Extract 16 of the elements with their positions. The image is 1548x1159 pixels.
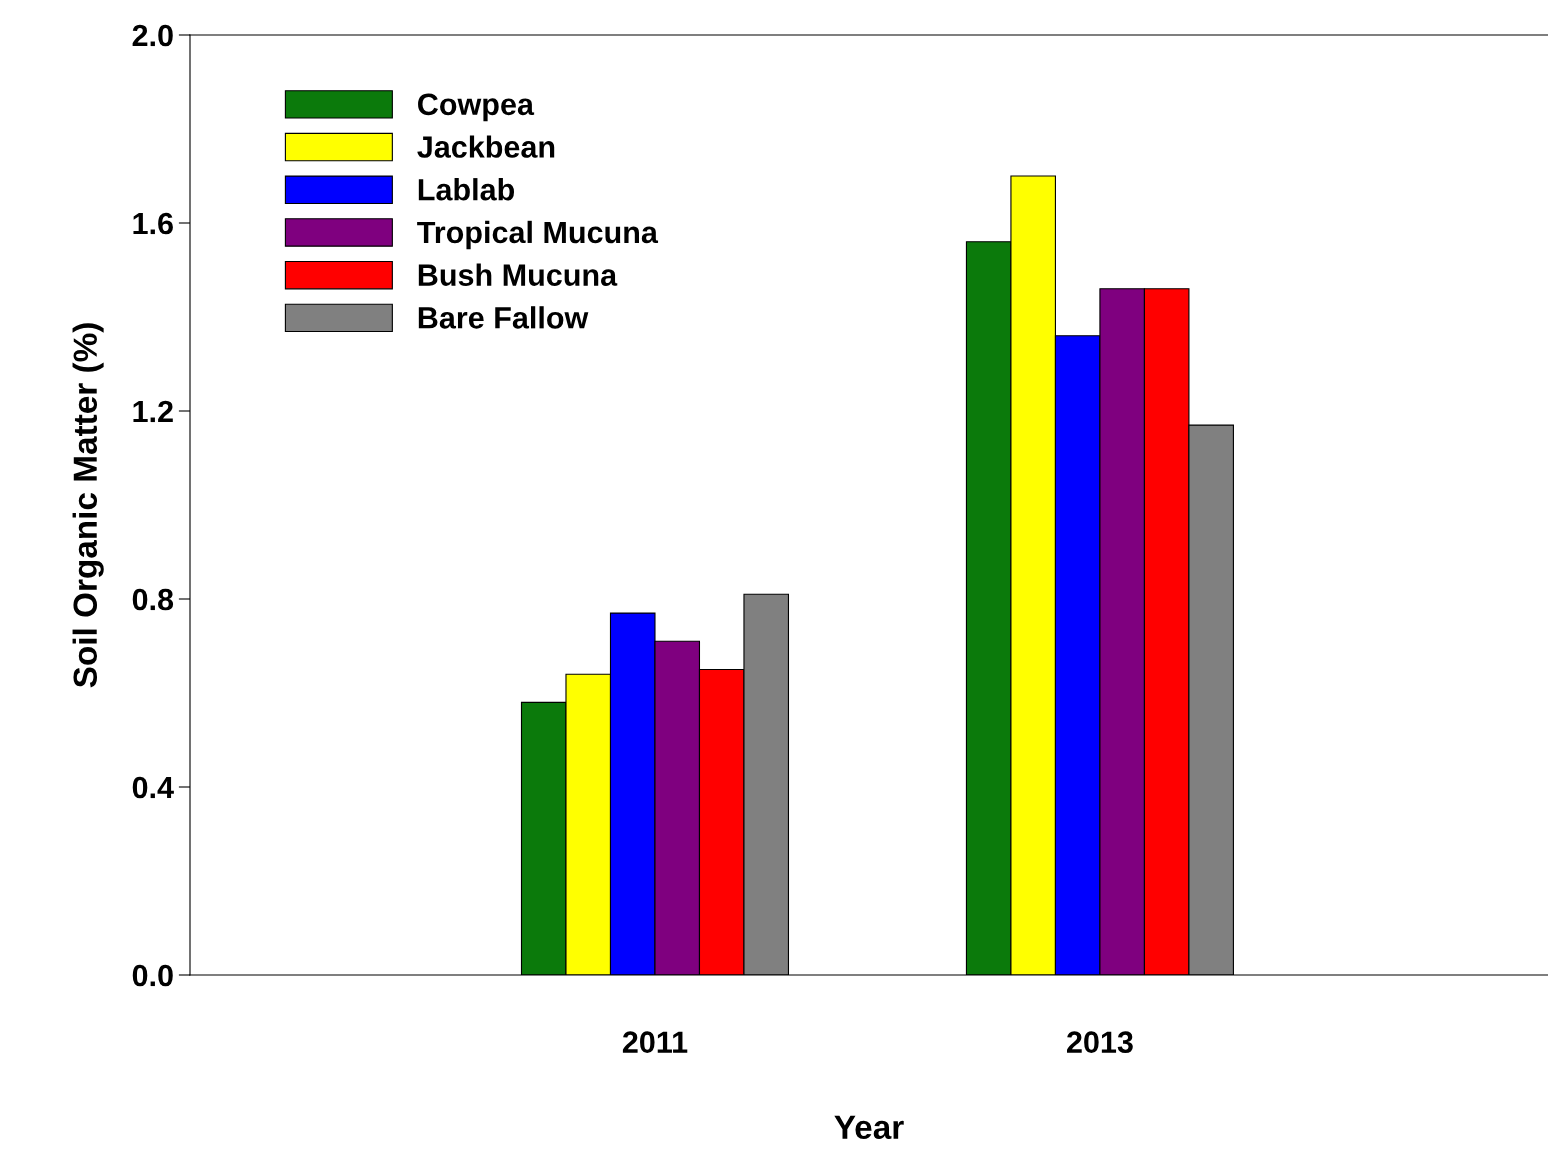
y-axis-title: Soil Organic Matter (%) (72, 323, 104, 688)
legend-label: Tropical Mucuna (417, 220, 659, 250)
y-tick-label: 0.8 (132, 588, 174, 611)
y-tick-label: 1.2 (133, 400, 173, 423)
y-tick-label: 0.0 (132, 964, 173, 987)
y-tick-label: 2.0 (132, 24, 173, 47)
x-axis-title: Year (834, 1115, 904, 1140)
legend-label: Bare Fallow (418, 306, 589, 329)
legend-label: Lablab (418, 178, 515, 201)
x-tick-label: 2013 (1067, 1031, 1133, 1054)
y-tick-label: 0.4 (132, 776, 174, 799)
legend-label: Cowpea (418, 93, 535, 122)
x-tick-label: 2011 (622, 1031, 688, 1053)
y-tick-label: 1.6 (133, 212, 173, 235)
legend-label: Jackbean (417, 135, 555, 158)
legend-label: Bush Mucuna (418, 263, 618, 286)
